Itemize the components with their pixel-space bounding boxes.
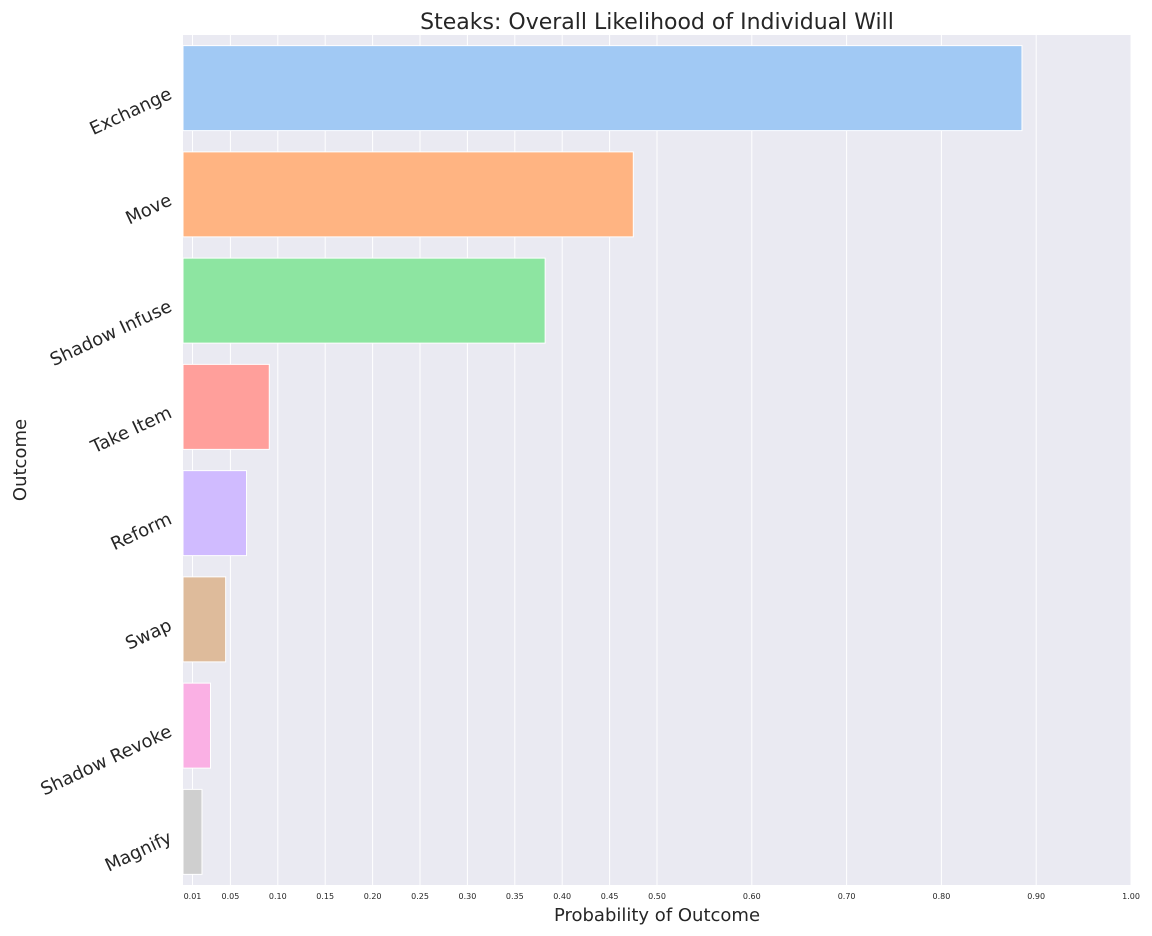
bar-shadow-revoke — [182, 682, 211, 769]
category-label: Exchange — [87, 84, 176, 140]
x-tick-label: 0.60 — [743, 892, 761, 901]
category-label: Magnify — [102, 827, 176, 876]
bar-move — [182, 151, 634, 238]
x-tick-label: 0.25 — [411, 892, 429, 901]
bars — [182, 45, 1023, 875]
bar-exchange — [182, 45, 1023, 132]
bar-magnify — [182, 788, 203, 875]
x-tick-label: 0.15 — [316, 892, 334, 901]
x-tick-label: 0.40 — [553, 892, 571, 901]
bar-swap — [182, 576, 227, 663]
x-tick-labels: 0.01 0.05 0.10 0.15 0.20 0.25 0.30 0.35 0.40 0.45… — [184, 892, 1140, 901]
x-tick-label: 0.70 — [838, 892, 856, 901]
category-label: Move — [122, 190, 175, 229]
chart-title: Steaks: Overall Likelihood of Individual… — [420, 10, 894, 35]
x-tick-label: 0.10 — [269, 892, 287, 901]
y-axis-label: Outcome — [10, 419, 31, 501]
category-label: Swap — [122, 615, 175, 655]
category-label: Take Item — [87, 402, 175, 458]
bar-take-item — [182, 363, 270, 450]
x-tick-label: 0.80 — [932, 892, 950, 901]
x-tick-label: 0.05 — [221, 892, 239, 901]
x-tick-label: 0.30 — [458, 892, 476, 901]
x-tick-label: 0.90 — [1027, 892, 1045, 901]
x-tick-label: 1.00 — [1122, 892, 1140, 901]
x-tick-label: 0.50 — [648, 892, 666, 901]
category-label: Shadow Infuse — [47, 296, 175, 371]
category-label: Reform — [108, 509, 176, 555]
bar-reform — [182, 470, 248, 557]
category-labels: Exchange Move Shadow Infuse Take Item Reform… — [37, 84, 175, 877]
x-axis-label: Probability of Outcome — [554, 905, 760, 926]
bar-shadow-infuse — [182, 257, 546, 344]
x-tick-label: 0.01 — [184, 892, 202, 901]
category-label: Shadow Revoke — [37, 721, 175, 800]
x-tick-label: 0.45 — [601, 892, 619, 901]
x-tick-label: 0.35 — [506, 892, 524, 901]
x-tick-label: 0.20 — [364, 892, 382, 901]
